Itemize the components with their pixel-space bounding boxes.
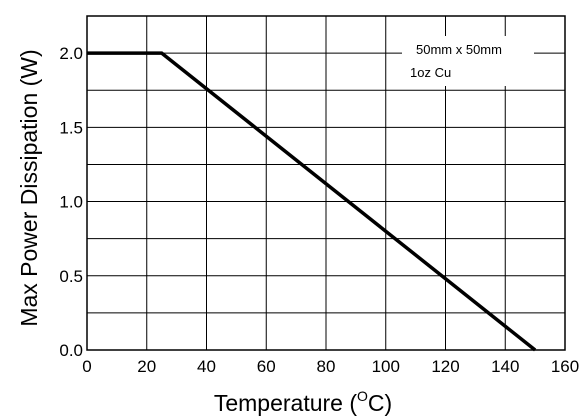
y-tick-label: 0.0 [59,341,83,360]
x-tick-label: 60 [257,357,276,376]
x-axis-label-unit: C) [368,390,392,416]
x-tick-label: 40 [197,357,216,376]
y-axis-label: Max Power Dissipation (W) [16,49,42,326]
x-tick-label: 20 [137,357,156,376]
x-tick-label: 80 [317,357,336,376]
x-tick-label: 140 [491,357,519,376]
y-tick-labels: 0.0 0.5 1.0 1.5 2.0 [59,44,83,360]
y-tick-label: 2.0 [59,44,83,63]
annotation-background [402,36,534,86]
x-tick-label: 0 [82,357,91,376]
x-tick-labels: 0 20 40 60 80 100 120 140 160 [82,357,579,376]
x-axis-label-degree: O [357,388,368,404]
y-tick-label: 1.0 [59,193,83,212]
annotation-line-2: 1oz Cu [410,65,451,80]
y-tick-label: 1.5 [59,118,83,137]
x-axis-label-main: Temperature ( [214,390,358,416]
x-axis-label: Temperature (OC) [214,388,392,416]
x-tick-label: 120 [431,357,459,376]
y-tick-label: 0.5 [59,267,83,286]
derating-curve [87,51,537,352]
x-tick-label: 160 [551,357,579,376]
annotation-line-1: 50mm x 50mm [416,42,502,57]
plot-frame [86,15,566,351]
x-tick-label: 100 [372,357,400,376]
series-layer [87,51,537,352]
annotation-box: 50mm x 50mm 1oz Cu [402,36,534,86]
